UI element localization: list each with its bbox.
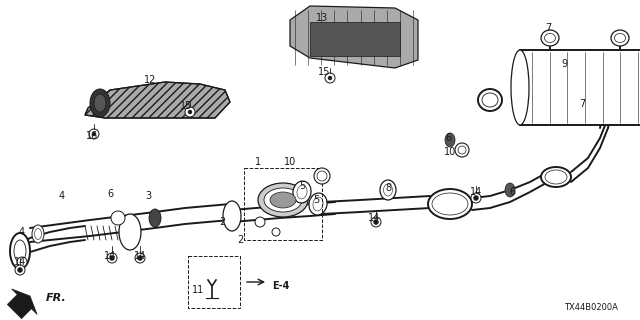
Text: 5: 5 [299,181,305,191]
Ellipse shape [297,185,307,199]
Text: E-4: E-4 [272,281,289,291]
Text: 14: 14 [368,213,380,223]
Text: 11: 11 [192,285,204,295]
Polygon shape [85,82,230,118]
Circle shape [471,193,481,203]
Ellipse shape [545,34,556,43]
Ellipse shape [14,240,26,262]
Ellipse shape [432,193,468,215]
Circle shape [374,220,378,225]
Text: 3: 3 [145,191,151,201]
Circle shape [371,217,381,227]
Text: 14: 14 [14,257,26,267]
Circle shape [272,228,280,236]
Ellipse shape [309,193,327,215]
Circle shape [188,110,192,114]
Ellipse shape [90,89,110,117]
Bar [520,50,640,125]
Text: 10: 10 [284,157,296,167]
Circle shape [255,217,265,227]
Text: 12: 12 [144,75,156,85]
Text: 14: 14 [104,251,116,261]
Circle shape [107,253,117,263]
Text: 7: 7 [545,23,551,33]
Text: 7: 7 [579,99,585,109]
Ellipse shape [482,93,498,107]
Ellipse shape [264,188,302,212]
Ellipse shape [314,168,330,184]
Text: 4: 4 [59,191,65,201]
Text: 16: 16 [86,131,98,141]
Ellipse shape [383,184,392,196]
Text: FR.: FR. [46,293,67,303]
Text: 10: 10 [444,147,456,157]
Text: 6: 6 [509,187,515,197]
Ellipse shape [313,197,323,211]
Ellipse shape [223,201,241,231]
Ellipse shape [35,228,42,239]
Circle shape [325,73,335,83]
Ellipse shape [541,30,559,46]
Ellipse shape [611,30,629,46]
Text: TX44B0200A: TX44B0200A [564,303,618,312]
Circle shape [138,255,143,260]
Circle shape [135,253,145,263]
Ellipse shape [541,167,571,187]
Circle shape [15,265,25,275]
Ellipse shape [458,146,466,154]
Ellipse shape [455,143,469,157]
Text: 5: 5 [313,195,319,205]
Text: 14: 14 [134,251,146,261]
Ellipse shape [32,225,44,243]
Ellipse shape [10,233,30,269]
Circle shape [92,132,96,136]
Text: 14: 14 [470,187,482,197]
Bar [188,256,240,308]
Polygon shape [290,6,418,68]
Circle shape [185,107,195,117]
Circle shape [89,129,99,139]
Ellipse shape [111,211,125,225]
Text: 2: 2 [237,235,243,245]
Ellipse shape [293,181,311,203]
Ellipse shape [270,192,296,208]
Ellipse shape [545,170,567,184]
Circle shape [328,76,332,80]
Text: 2: 2 [219,217,225,227]
Text: 6: 6 [107,189,113,199]
Ellipse shape [149,209,161,227]
Polygon shape [8,289,37,319]
Ellipse shape [119,214,141,250]
Ellipse shape [428,189,472,219]
Circle shape [109,255,115,260]
Text: 15: 15 [180,101,192,111]
Circle shape [474,196,479,201]
Ellipse shape [380,180,396,200]
Circle shape [17,268,22,273]
Text: 9: 9 [561,59,567,69]
Ellipse shape [614,34,625,43]
Ellipse shape [511,50,529,125]
Ellipse shape [94,94,106,112]
Text: 1: 1 [255,157,261,167]
Ellipse shape [445,133,455,147]
Ellipse shape [317,171,327,181]
Text: 4: 4 [19,227,25,237]
Text: 8: 8 [385,183,391,193]
Text: 6: 6 [445,133,451,143]
Ellipse shape [17,257,27,267]
Ellipse shape [478,89,502,111]
Ellipse shape [258,183,308,217]
Text: 15: 15 [318,67,330,77]
Ellipse shape [505,183,515,197]
Bar [244,168,322,240]
Bar [310,22,400,56]
Text: 13: 13 [316,13,328,23]
